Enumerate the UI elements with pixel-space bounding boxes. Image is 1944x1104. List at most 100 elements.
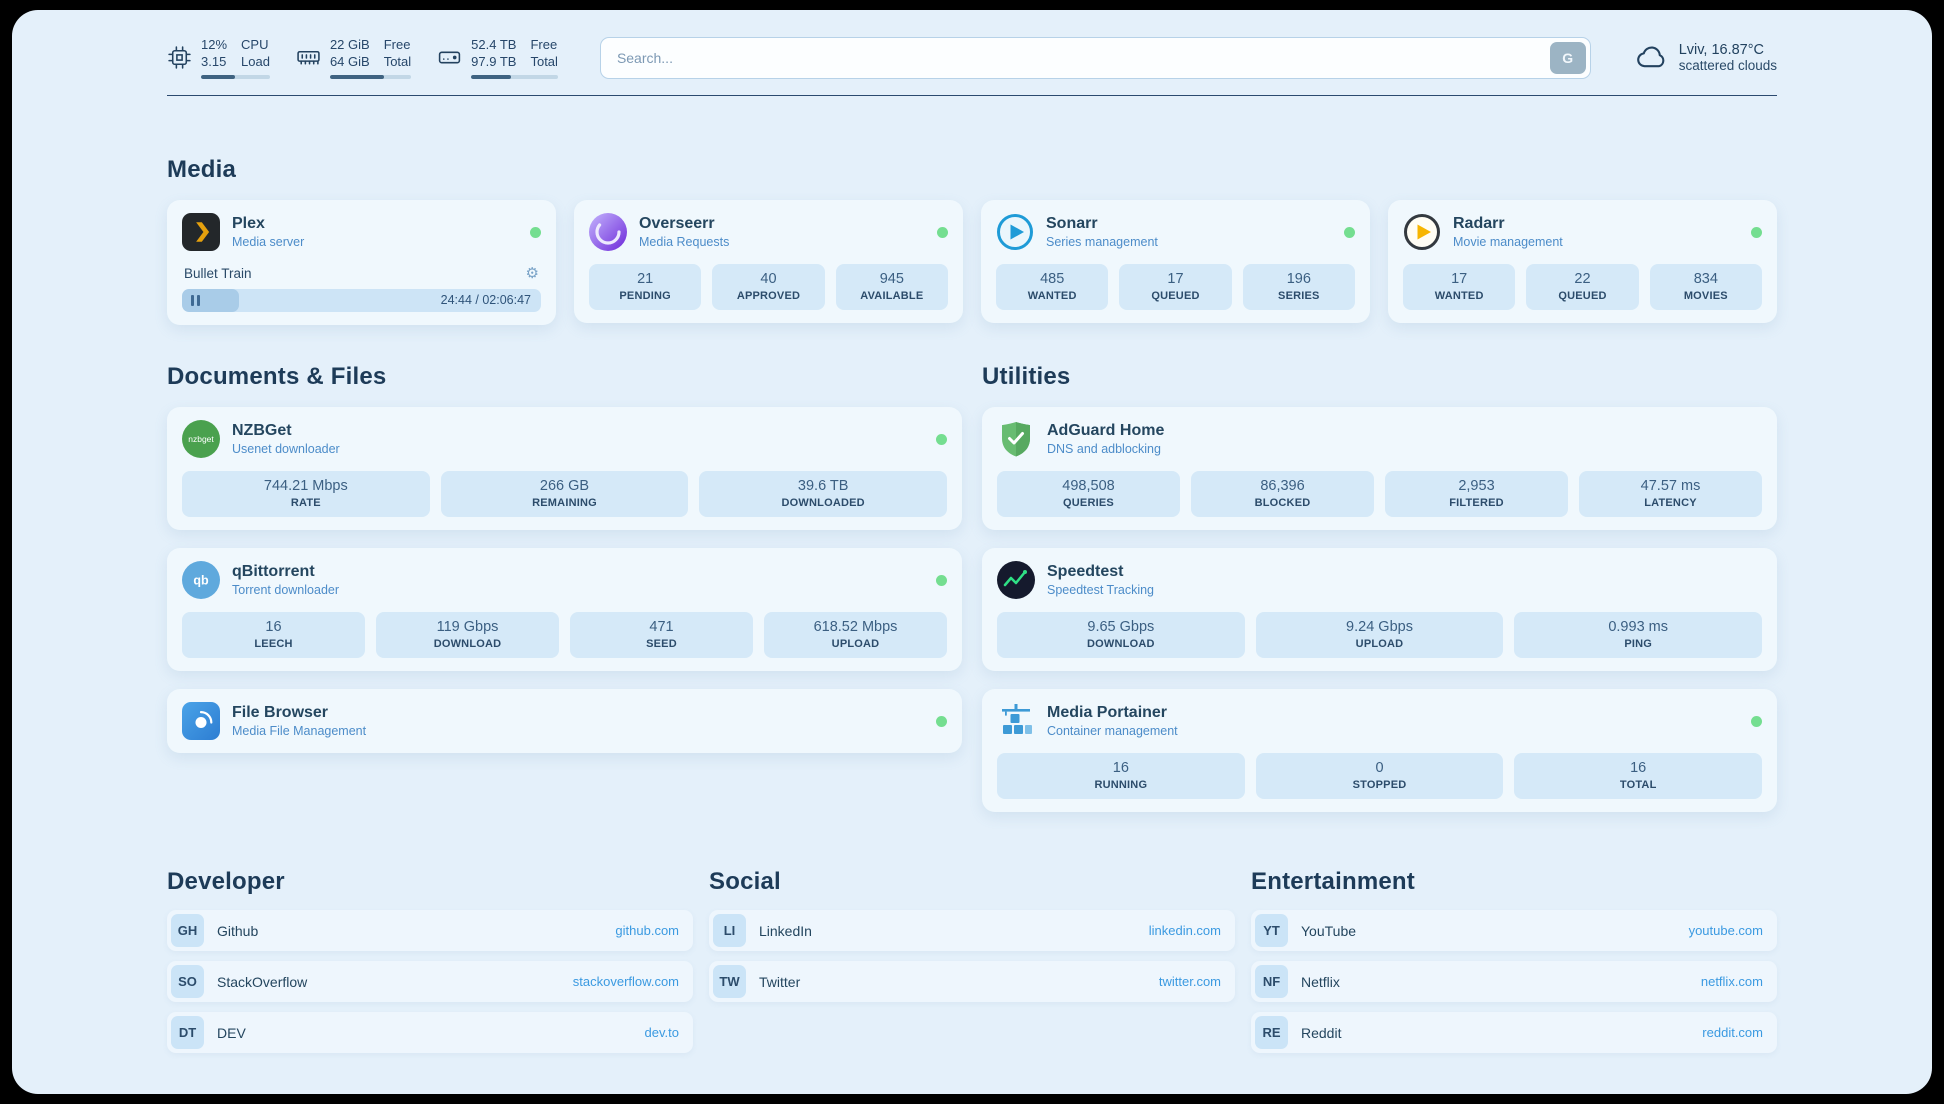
disk-free-label: Free bbox=[530, 37, 558, 52]
stat-pending: 21 PENDING bbox=[589, 264, 702, 310]
top-bar: 12% 3.15 CPU Load bbox=[167, 36, 1777, 79]
pause-icon[interactable] bbox=[191, 295, 200, 306]
app-name: AdGuard Home bbox=[1047, 422, 1165, 439]
cpu-load-label: Load bbox=[241, 54, 270, 69]
weather-location: Lviv, 16.87°C bbox=[1678, 42, 1765, 58]
svg-text:nzbget: nzbget bbox=[188, 434, 214, 444]
status-dot bbox=[936, 433, 947, 445]
app-card-plex[interactable]: Plex Media server Bullet Train ⚙ 24:44 /… bbox=[167, 200, 556, 325]
bookmark-twitter[interactable]: TW Twitter twitter.com bbox=[709, 961, 1235, 1002]
app-name: Radarr bbox=[1453, 215, 1505, 232]
disk-icon bbox=[437, 45, 462, 70]
middle-section: Documents & Files nzbget NZBGet U bbox=[167, 363, 1777, 812]
app-card-radarr[interactable]: Radarr Movie management 17 WANTED 22 QUE… bbox=[1388, 200, 1777, 323]
stat-latency: 47.57 ms LATENCY bbox=[1579, 471, 1762, 517]
bookmark-stackoverflow[interactable]: SO StackOverflow stackoverflow.com bbox=[167, 961, 693, 1002]
ram-total-label: Total bbox=[383, 54, 412, 69]
bookmark-reddit[interactable]: RE Reddit reddit.com bbox=[1251, 1012, 1777, 1053]
status-dot bbox=[936, 574, 947, 586]
radarr-icon bbox=[1403, 213, 1441, 251]
app-subtitle: Series management bbox=[1046, 235, 1158, 249]
app-name: Speedtest bbox=[1047, 563, 1124, 580]
speedtest-icon bbox=[997, 561, 1035, 599]
adguard-icon bbox=[997, 420, 1035, 458]
youtube-icon: YT bbox=[1255, 914, 1288, 947]
stat-remaining: 266 GB REMAINING bbox=[440, 471, 689, 517]
netflix-icon: NF bbox=[1255, 965, 1288, 998]
app-name: File Browser bbox=[232, 704, 329, 721]
weather-condition: scattered clouds bbox=[1678, 58, 1777, 73]
twitter-icon: TW bbox=[713, 965, 746, 998]
ram-widget: 22 GiB 64 GiB Free Total bbox=[296, 36, 412, 79]
bookmark-linkedin[interactable]: LI LinkedIn linkedin.com bbox=[709, 910, 1235, 951]
qbittorrent-icon: qb bbox=[182, 561, 220, 599]
app-name: Overseerr bbox=[639, 215, 715, 232]
disk-progress-bar bbox=[471, 75, 558, 79]
playback-progress-bar[interactable]: 24:44 / 02:06:47 bbox=[182, 289, 541, 312]
app-subtitle: Media File Management bbox=[232, 724, 367, 738]
now-playing-title: Bullet Train bbox=[184, 265, 252, 281]
app-card-overseerr[interactable]: Overseerr Media Requests 21 PENDING 40 A… bbox=[574, 200, 963, 323]
app-subtitle: DNS and adblocking bbox=[1047, 442, 1161, 456]
status-dot bbox=[530, 226, 541, 238]
stat-stopped: 0 STOPPED bbox=[1255, 753, 1504, 799]
gear-icon[interactable]: ⚙ bbox=[525, 265, 539, 282]
search-input[interactable] bbox=[599, 36, 1591, 79]
stat-wanted: 17 WANTED bbox=[1403, 264, 1516, 310]
app-card-portainer[interactable]: Media Portainer Container management 16 … bbox=[982, 689, 1777, 812]
bookmark-dev[interactable]: DT DEV dev.to bbox=[167, 1012, 693, 1053]
section-title-media: Media bbox=[167, 156, 237, 183]
stat-total: 16 TOTAL bbox=[1514, 753, 1763, 799]
app-card-speedtest[interactable]: Speedtest Speedtest Tracking 9.65 Gbps D… bbox=[982, 548, 1777, 671]
app-card-qbittorrent[interactable]: qb qBittorrent Torrent downloader 16 LEE… bbox=[167, 548, 962, 671]
reddit-icon: RE bbox=[1255, 1016, 1288, 1049]
app-card-filebrowser[interactable]: File Browser Media File Management bbox=[167, 689, 962, 753]
cpu-label: CPU bbox=[241, 37, 269, 52]
stat-leech: 16 LEECH bbox=[182, 612, 365, 658]
app-card-sonarr[interactable]: Sonarr Series management 485 WANTED 17 Q… bbox=[981, 200, 1370, 323]
stat-upload: 618.52 Mbps UPLOAD bbox=[764, 612, 947, 658]
app-subtitle: Usenet downloader bbox=[232, 442, 340, 456]
dashboard: 12% 3.15 CPU Load bbox=[12, 10, 1932, 1094]
disk-widget: 52.4 TB 97.9 TB Free Total bbox=[437, 36, 558, 79]
nzbget-icon: nzbget bbox=[182, 420, 220, 458]
search-bar: G bbox=[599, 36, 1591, 79]
section-title-social: Social bbox=[709, 868, 781, 895]
bookmark-youtube[interactable]: YT YouTube youtube.com bbox=[1251, 910, 1777, 951]
bookmark-group-developer: Developer GH Github github.com SO StackO… bbox=[167, 868, 693, 1053]
media-section: Media Plex Media server Bullet Train bbox=[167, 156, 1777, 325]
bookmark-netflix[interactable]: NF Netflix netflix.com bbox=[1251, 961, 1777, 1002]
app-name: Sonarr bbox=[1046, 215, 1098, 232]
stat-downloaded: 39.6 TB DOWNLOADED bbox=[699, 471, 948, 517]
status-dot bbox=[1751, 226, 1762, 238]
svg-text:qb: qb bbox=[193, 574, 209, 588]
cpu-icon bbox=[167, 45, 192, 70]
app-subtitle: Torrent downloader bbox=[232, 583, 340, 597]
app-name: NZBGet bbox=[232, 422, 292, 439]
disk-total-value: 97.9 TB bbox=[471, 54, 517, 69]
cloud-icon bbox=[1633, 44, 1669, 72]
stat-seed: 471 SEED bbox=[570, 612, 753, 658]
app-card-nzbget[interactable]: nzbget NZBGet Usenet downloader 744.21 M… bbox=[167, 407, 962, 530]
ram-total-value: 64 GiB bbox=[329, 54, 370, 69]
dev-icon: DT bbox=[171, 1016, 204, 1049]
app-subtitle: Media Requests bbox=[639, 235, 730, 249]
search-engine-button[interactable]: G bbox=[1549, 41, 1586, 74]
bookmark-github[interactable]: GH Github github.com bbox=[167, 910, 693, 951]
cpu-usage-value: 12% bbox=[201, 37, 228, 52]
plex-icon bbox=[182, 213, 220, 251]
stat-download: 119 Gbps DOWNLOAD bbox=[376, 612, 559, 658]
cpu-progress-bar bbox=[201, 75, 270, 79]
stat-ping: 0.993 ms PING bbox=[1514, 612, 1763, 658]
stat-movies: 834 MOVIES bbox=[1649, 264, 1762, 310]
app-card-adguard[interactable]: AdGuard Home DNS and adblocking 498,508 … bbox=[982, 407, 1777, 530]
ram-icon bbox=[296, 45, 321, 70]
app-name: Media Portainer bbox=[1047, 704, 1168, 721]
stat-series: 196 SERIES bbox=[1242, 264, 1355, 310]
utilities-column: Utilities AdGuard Home bbox=[982, 363, 1777, 812]
header-divider bbox=[167, 95, 1777, 96]
stat-approved: 40 APPROVED bbox=[712, 264, 825, 310]
stat-wanted: 485 WANTED bbox=[996, 264, 1109, 310]
github-icon: GH bbox=[171, 914, 204, 947]
